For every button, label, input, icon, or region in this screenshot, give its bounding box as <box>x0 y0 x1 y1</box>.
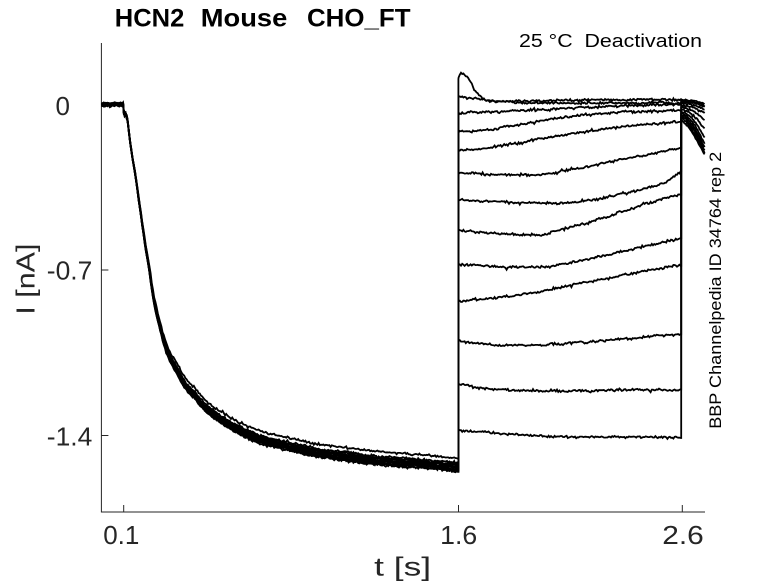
svg-text:BBP Channelpedia ID 34764 rep: BBP Channelpedia ID 34764 rep 2 <box>706 152 725 429</box>
svg-text:I [nA]: I [nA] <box>11 244 41 315</box>
svg-text:0.1: 0.1 <box>103 520 139 550</box>
svg-text:t [s]: t [s] <box>374 551 431 581</box>
svg-text:-0.7: -0.7 <box>47 256 93 286</box>
svg-text:2.6: 2.6 <box>662 520 704 550</box>
svg-text:-1.4: -1.4 <box>47 422 93 452</box>
svg-text:25 °C Deactivation: 25 °C Deactivation <box>519 31 702 51</box>
svg-text:1.6: 1.6 <box>440 520 477 550</box>
svg-text:0: 0 <box>56 91 70 121</box>
svg-text:Mouse: Mouse <box>201 4 288 32</box>
svg-text:CHO_FT: CHO_FT <box>307 4 411 32</box>
svg-text:HCN2: HCN2 <box>115 4 185 32</box>
